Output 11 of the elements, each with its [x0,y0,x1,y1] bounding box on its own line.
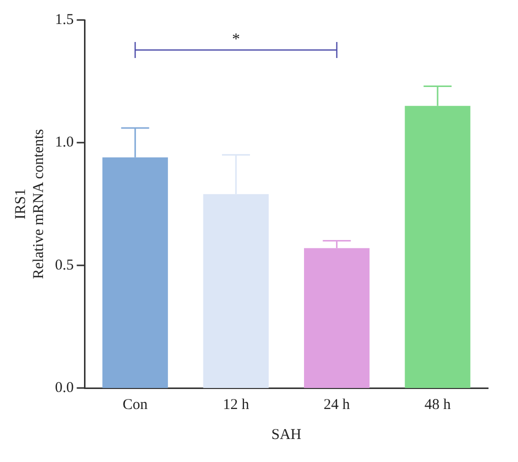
y-tick-label: 0.5 [55,257,74,274]
x-tick-label: 48 h [424,396,452,413]
y-tick-label: 0.0 [55,380,74,396]
x-axis-title: SAH [271,426,302,443]
y-axis-title: IRS1 Relative mRNA contents [12,128,47,279]
y-tick-label: 1.0 [55,134,74,151]
x-tick-label: 12 h [222,396,250,413]
x-tick-label: Con [122,396,148,413]
y-tick-label: 1.5 [55,12,74,28]
x-tick-label: 24 h [324,396,350,413]
annotation: * [232,31,240,48]
